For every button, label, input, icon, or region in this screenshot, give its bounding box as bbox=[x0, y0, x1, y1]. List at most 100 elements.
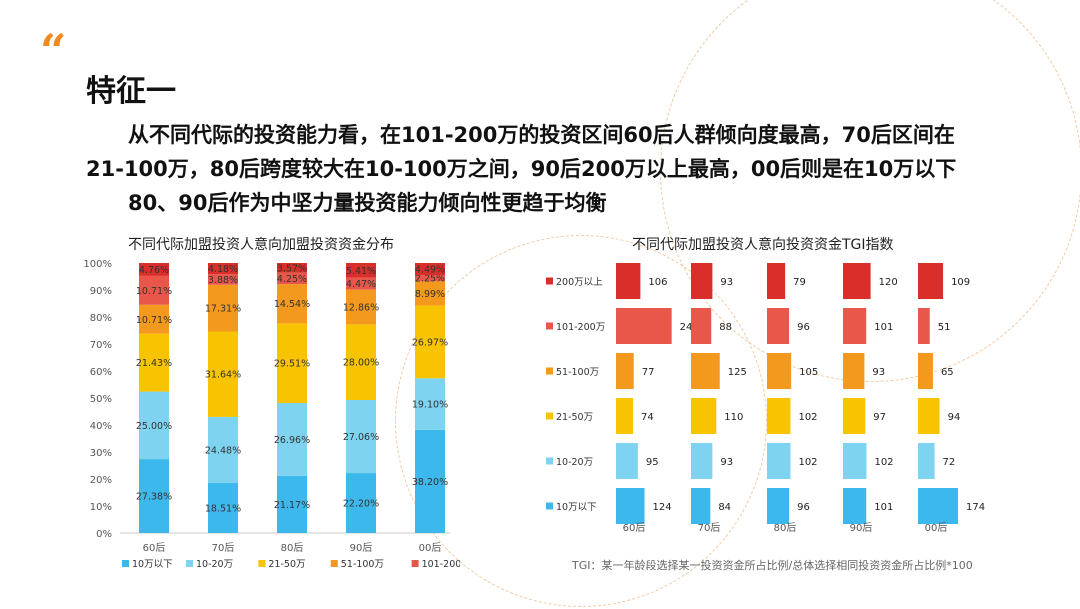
stacked-bar-segment bbox=[277, 284, 307, 324]
stacked-bar-segment bbox=[139, 275, 169, 305]
stacked-bar-segment bbox=[139, 391, 169, 460]
row-label: 51-100万 bbox=[556, 367, 599, 378]
column-label: 90后 bbox=[850, 522, 873, 534]
tgi-value-label: 88 bbox=[719, 322, 732, 333]
summary-line-2: 21-100万，80后跨度较大在10-100万之间，90后200万以上最高，00… bbox=[86, 157, 957, 181]
stacked-bar-segment bbox=[346, 399, 376, 474]
column-label: 70后 bbox=[698, 522, 721, 534]
tgi-value-label: 93 bbox=[872, 367, 885, 378]
data-label: 19.10% bbox=[412, 400, 448, 411]
stacked-bar-segment bbox=[415, 305, 445, 379]
tgi-bar bbox=[691, 263, 713, 299]
tgi-bar bbox=[691, 353, 720, 389]
data-label: 18.51% bbox=[205, 504, 241, 515]
stacked-bar-segment bbox=[277, 475, 307, 533]
y-tick-label: 60% bbox=[90, 367, 112, 378]
x-tick-label: 80后 bbox=[281, 542, 304, 554]
stacked-bar-segment bbox=[415, 263, 445, 276]
x-tick-label: 60后 bbox=[143, 542, 166, 554]
data-label: 28.00% bbox=[343, 358, 379, 369]
y-tick-label: 30% bbox=[90, 448, 112, 459]
tgi-bar bbox=[616, 488, 645, 524]
tgi-bar bbox=[918, 263, 944, 299]
row-marker bbox=[546, 502, 553, 510]
stacked-bar-segment bbox=[415, 378, 445, 430]
stacked-bar-segment bbox=[139, 304, 169, 334]
tgi-bar bbox=[918, 353, 933, 389]
data-label: 10.71% bbox=[136, 315, 172, 326]
tgi-value-label: 74 bbox=[641, 412, 654, 423]
data-label: 4.47% bbox=[346, 279, 376, 290]
data-label: 21.43% bbox=[136, 358, 172, 369]
tgi-value-label: 174 bbox=[966, 502, 985, 513]
data-label: 27.06% bbox=[343, 432, 379, 443]
x-tick-label: 70后 bbox=[212, 542, 235, 554]
row-marker bbox=[546, 457, 553, 465]
tgi-value-label: 93 bbox=[720, 277, 733, 288]
tgi-bar bbox=[767, 308, 790, 344]
tgi-bar bbox=[691, 488, 711, 524]
data-label: 25.00% bbox=[136, 421, 172, 432]
data-label: 10.71% bbox=[136, 286, 172, 297]
tgi-value-label: 72 bbox=[943, 457, 956, 468]
data-label: 4.49% bbox=[415, 265, 445, 276]
stacked-bar-segment bbox=[208, 331, 238, 417]
legend-swatch bbox=[330, 560, 338, 567]
tgi-footnote: TGI：某一年龄段选择某一投资资金所占比例/总体选择相同投资资金所占比例*100 bbox=[572, 559, 973, 572]
tgi-bar bbox=[767, 263, 786, 299]
tgi-bar bbox=[843, 353, 865, 389]
tgi-bar bbox=[691, 308, 712, 344]
tgi-value-label: 79 bbox=[793, 277, 806, 288]
tgi-bar bbox=[767, 443, 791, 479]
y-tick-label: 90% bbox=[90, 286, 112, 297]
tgi-value-label: 120 bbox=[879, 277, 898, 288]
data-label: 2.25% bbox=[415, 274, 445, 285]
stacked-bar-segment bbox=[208, 483, 238, 533]
x-tick-label: 00后 bbox=[419, 542, 442, 554]
legend-swatch bbox=[411, 560, 419, 567]
tgi-bar bbox=[767, 398, 791, 434]
y-tick-label: 0% bbox=[96, 529, 112, 540]
left-chart-title: 不同代际加盟投资人意向加盟投资资金分布 bbox=[128, 237, 394, 253]
tgi-value-label: 109 bbox=[951, 277, 970, 288]
tgi-bar bbox=[918, 398, 940, 434]
tgi-value-label: 242 bbox=[680, 322, 699, 333]
stacked-bar-segment bbox=[346, 277, 376, 290]
tgi-value-label: 125 bbox=[728, 367, 747, 378]
tgi-bar bbox=[767, 353, 792, 389]
right-chart-title: 不同代际加盟投资人意向投资资金TGI指数 bbox=[632, 237, 894, 253]
tgi-bar bbox=[616, 308, 672, 344]
data-label: 21.17% bbox=[274, 500, 310, 511]
column-label: 60后 bbox=[623, 522, 646, 534]
tgi-value-label: 110 bbox=[724, 412, 743, 423]
tgi-bar bbox=[843, 308, 867, 344]
tgi-bar bbox=[843, 488, 867, 524]
tgi-bar bbox=[843, 398, 866, 434]
decorative-circle bbox=[660, 0, 1080, 382]
stacked-bar-segment bbox=[208, 274, 238, 285]
tgi-bar bbox=[616, 443, 638, 479]
quote-mark-icon: “ bbox=[40, 24, 67, 78]
decorative-circle bbox=[395, 235, 767, 607]
tgi-bar bbox=[616, 263, 641, 299]
tgi-value-label: 51 bbox=[938, 322, 951, 333]
y-tick-label: 50% bbox=[90, 394, 112, 405]
data-label: 22.20% bbox=[343, 499, 379, 510]
data-label: 31.64% bbox=[205, 370, 241, 381]
stacked-bar-segment bbox=[415, 281, 445, 306]
stacked-bar-segment bbox=[208, 284, 238, 332]
legend-swatch bbox=[122, 560, 129, 567]
stacked-bar-chart: 0% 10% 20% 30% 40% 50% 60% 70% 80% 90% 100% 27.38% 2… bbox=[83, 259, 460, 570]
stacked-bar-segment bbox=[415, 429, 445, 533]
tgi-bar-chart: 200万以上 106 93 79 120 109 101-200万 242 88 96 101 51 5… bbox=[546, 263, 985, 534]
legend-entry: 101-200万 bbox=[422, 559, 460, 570]
data-label: 4.76% bbox=[139, 265, 169, 276]
page-title: 特征一 bbox=[86, 74, 176, 109]
stacked-bar-segment bbox=[277, 272, 307, 285]
y-tick-label: 100% bbox=[83, 259, 112, 270]
row-marker bbox=[546, 322, 553, 330]
tgi-value-label: 96 bbox=[797, 502, 810, 513]
column-label: 00后 bbox=[925, 522, 948, 534]
tgi-bar bbox=[691, 398, 717, 434]
tgi-value-label: 84 bbox=[718, 502, 731, 513]
